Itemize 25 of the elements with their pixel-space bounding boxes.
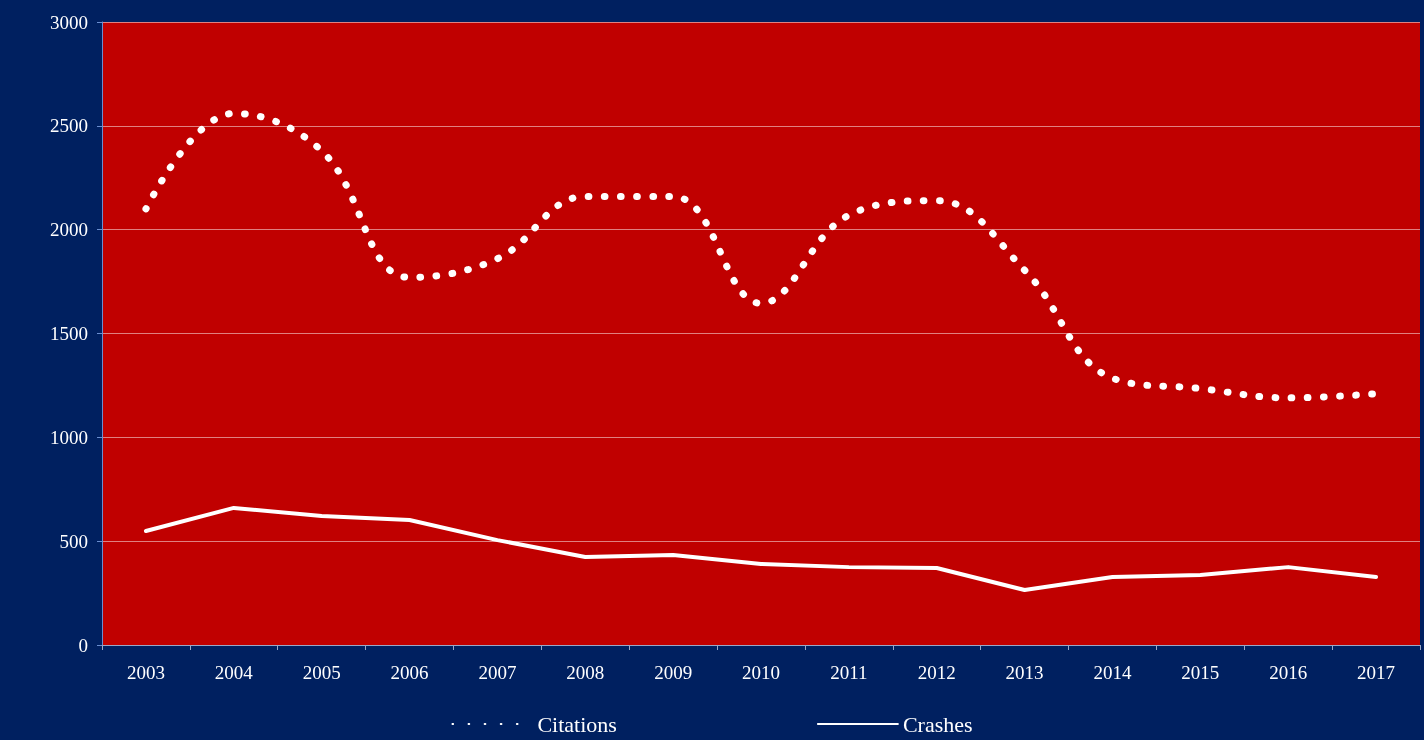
x-tick-label: 2011 <box>830 662 868 683</box>
legend-label: Crashes <box>902 711 973 737</box>
legend-label: Citations <box>537 711 617 737</box>
x-tick-label: 2007 <box>478 662 517 683</box>
line-series <box>143 505 1379 592</box>
x-tick-label: 2006 <box>390 662 429 683</box>
y-tick-label: 3000 <box>50 11 88 33</box>
x-tick-label: 2014 <box>1093 662 1132 683</box>
y-tick-label: 2500 <box>50 115 88 137</box>
x-tick-label: 2008 <box>566 662 605 683</box>
y-tick-label: 2000 <box>50 219 88 241</box>
x-tick-label: 2013 <box>1005 662 1044 683</box>
y-tick-label: 500 <box>59 530 88 552</box>
x-tick-label: 2012 <box>917 662 956 683</box>
x-tick-label: 2017 <box>1357 662 1396 683</box>
y-tick-label: 1500 <box>50 323 88 344</box>
x-tick-label: 2016 <box>1269 662 1308 683</box>
x-tick-label: 2009 <box>654 662 693 683</box>
y-tick-label: 0 <box>78 634 88 656</box>
x-tick-label: 2005 <box>302 662 341 683</box>
x-tick-label: 2003 <box>126 662 165 683</box>
x-tick-label: 2004 <box>214 662 254 683</box>
y-tick-label: 1000 <box>50 426 88 448</box>
x-tick-label: 2010 <box>742 662 780 683</box>
x-tick-label: 2015 <box>1181 662 1220 683</box>
